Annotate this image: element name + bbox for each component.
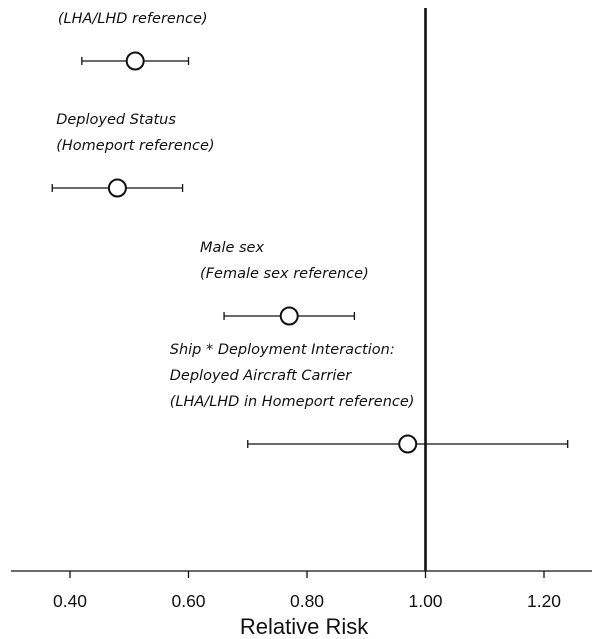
estimate-row: Deployed Status (Homeport reference): [51, 112, 215, 198]
point-estimate-marker: [125, 51, 145, 71]
point-estimate-marker: [398, 434, 418, 454]
x-tick-label: 0.80: [290, 591, 324, 611]
row-label: (LHA/LHD in Homeport reference): [170, 394, 415, 410]
x-tick-label: 1.20: [527, 591, 561, 611]
x-tick-label: 0.60: [171, 591, 205, 611]
row-label: Ship Platform: Aircraft Carrier: [58, 0, 274, 1]
point-estimate-marker: [107, 178, 127, 198]
estimate-rows: Ship Platform: Aircraft Carrier (LHA/LHD …: [51, 0, 569, 454]
x-tick-label: 0.40: [53, 591, 87, 611]
estimate-row: Ship Platform: Aircraft Carrier (LHA/LHD …: [58, 0, 274, 71]
estimate-row: Male sex (Female sex reference): [200, 240, 369, 326]
x-axis-ticks: 0.40 0.60 0.80 1.00 1.20: [53, 571, 561, 611]
x-tick-label: 1.00: [408, 591, 442, 611]
row-label: Deployed Aircraft Carrier: [170, 368, 353, 384]
estimate-row: Ship * Deployment Interaction: Deployed A…: [170, 342, 569, 454]
row-label: (Female sex reference): [200, 266, 369, 282]
row-label: Deployed Status: [56, 112, 176, 128]
point-estimate-marker: [279, 306, 299, 326]
row-label: (LHA/LHD reference): [58, 11, 208, 27]
row-label: Ship * Deployment Interaction:: [170, 342, 395, 358]
x-axis-label: Relative Risk: [240, 614, 369, 639]
row-label: Male sex: [200, 240, 264, 256]
row-label: (Homeport reference): [56, 138, 214, 154]
